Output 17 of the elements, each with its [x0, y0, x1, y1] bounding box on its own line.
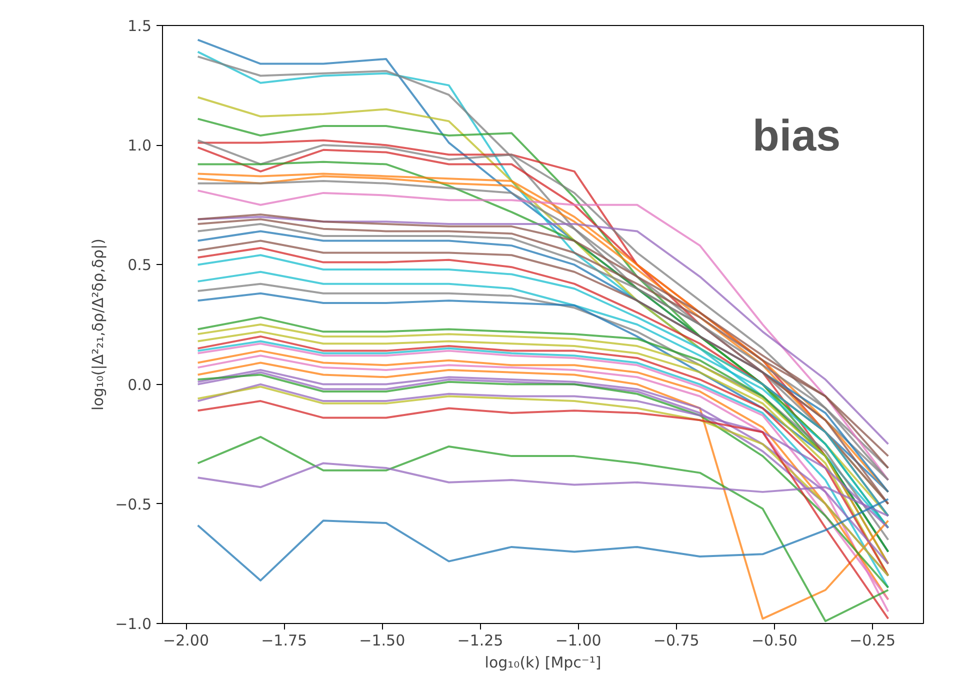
annotation: bias [752, 112, 841, 160]
y-tick-label: 1.5 [128, 17, 152, 35]
x-tick-label: −2.00 [163, 632, 210, 650]
x-tick-label: −0.75 [653, 632, 700, 650]
y-tick-label: 1.0 [128, 136, 152, 155]
y-axis-title: log₁₀(|Δ²₂₁,δρ/Δ²δρ,δρ|) [89, 238, 108, 410]
x-axis-title: log₁₀(k) [Mpc⁻¹] [484, 654, 602, 672]
x-tick-label: −1.75 [261, 632, 308, 650]
x-tick-label: −1.00 [555, 632, 602, 650]
y-tick-label: 0.5 [128, 256, 152, 274]
x-tick-label: −0.50 [751, 632, 798, 650]
x-tick-label: −0.25 [850, 632, 896, 650]
x-tick-label: −1.25 [457, 632, 504, 650]
y-tick-label: −1.0 [115, 615, 152, 633]
y-tick-label: 0.0 [128, 376, 152, 394]
x-tick-label: −1.50 [359, 632, 406, 650]
y-tick-label: −0.5 [115, 495, 152, 514]
